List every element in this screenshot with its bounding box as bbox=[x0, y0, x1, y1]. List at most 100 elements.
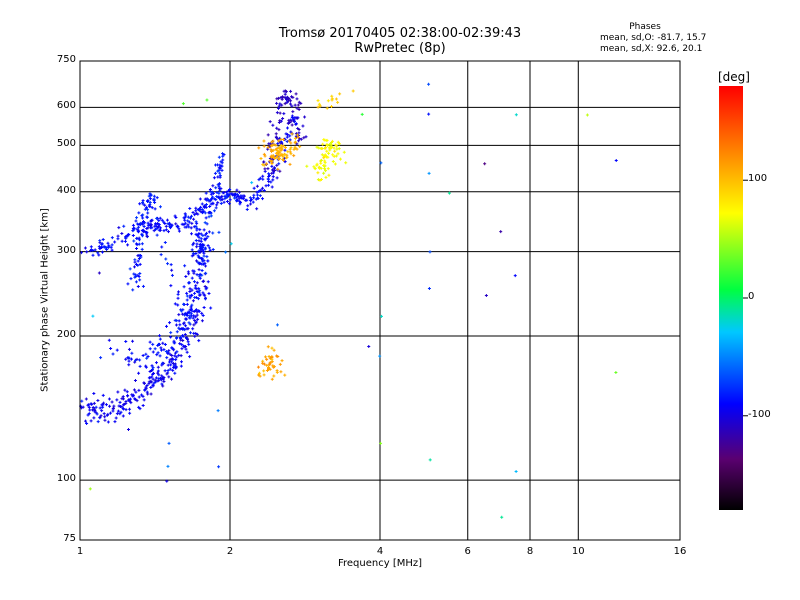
data-point bbox=[218, 166, 222, 170]
data-point bbox=[84, 419, 88, 423]
data-point bbox=[186, 219, 190, 223]
data-point bbox=[324, 169, 328, 173]
data-point bbox=[102, 412, 106, 416]
data-point bbox=[140, 242, 144, 246]
data-point bbox=[169, 225, 173, 229]
data-point bbox=[331, 153, 335, 157]
data-point bbox=[160, 374, 164, 378]
data-point bbox=[200, 257, 204, 261]
data-point bbox=[285, 153, 289, 157]
data-point bbox=[160, 218, 164, 222]
data-point bbox=[201, 249, 205, 253]
data-point bbox=[160, 382, 164, 386]
data-point bbox=[183, 333, 187, 337]
data-point bbox=[323, 161, 327, 165]
data-point bbox=[238, 202, 242, 206]
data-point bbox=[193, 319, 197, 323]
data-point bbox=[245, 207, 249, 211]
data-point bbox=[291, 110, 295, 114]
data-point bbox=[181, 338, 185, 342]
data-point bbox=[224, 250, 228, 254]
data-point bbox=[178, 327, 182, 331]
data-point bbox=[379, 314, 383, 318]
data-point bbox=[218, 163, 222, 167]
data-point bbox=[191, 269, 195, 273]
data-point bbox=[428, 458, 432, 462]
data-point bbox=[205, 198, 209, 202]
data-point bbox=[141, 354, 145, 358]
data-point bbox=[180, 326, 184, 330]
data-point bbox=[137, 371, 141, 375]
data-point bbox=[166, 464, 170, 468]
data-point bbox=[326, 167, 330, 171]
data-point bbox=[156, 379, 160, 383]
data-point bbox=[131, 339, 135, 343]
data-point bbox=[287, 118, 291, 122]
data-point bbox=[301, 124, 305, 128]
data-point bbox=[128, 407, 132, 411]
data-point bbox=[151, 366, 155, 370]
data-point bbox=[166, 230, 170, 234]
data-point bbox=[195, 289, 199, 293]
data-point bbox=[103, 245, 107, 249]
data-point bbox=[427, 286, 431, 290]
data-point bbox=[262, 188, 266, 192]
data-point bbox=[165, 218, 169, 222]
data-point bbox=[223, 195, 227, 199]
data-point bbox=[134, 219, 138, 223]
data-point bbox=[98, 406, 102, 410]
data-point bbox=[209, 211, 213, 215]
data-point bbox=[299, 137, 303, 141]
colorbar-tick-label: 0 bbox=[748, 291, 755, 302]
data-point bbox=[252, 186, 256, 190]
data-point bbox=[191, 211, 195, 215]
data-point bbox=[169, 331, 173, 335]
data-point bbox=[95, 412, 99, 416]
data-point bbox=[168, 360, 172, 364]
data-point bbox=[189, 305, 193, 309]
data-point bbox=[202, 228, 206, 232]
data-point bbox=[197, 235, 201, 239]
data-point bbox=[299, 101, 303, 105]
data-point bbox=[116, 409, 120, 413]
data-point bbox=[328, 142, 332, 146]
data-point bbox=[137, 238, 141, 242]
data-point bbox=[152, 381, 156, 385]
data-point bbox=[585, 113, 589, 117]
data-point bbox=[249, 198, 253, 202]
data-point bbox=[189, 216, 193, 220]
data-point bbox=[277, 162, 281, 166]
data-point bbox=[248, 196, 252, 200]
data-point bbox=[199, 246, 203, 250]
data-point bbox=[191, 243, 195, 247]
data-point bbox=[142, 398, 146, 402]
data-point bbox=[270, 162, 274, 166]
data-point bbox=[216, 175, 220, 179]
data-point bbox=[220, 168, 224, 172]
data-point bbox=[84, 397, 88, 401]
data-point bbox=[201, 291, 205, 295]
data-point bbox=[149, 223, 153, 227]
data-point bbox=[195, 221, 199, 225]
data-point bbox=[514, 470, 518, 474]
data-points bbox=[79, 82, 618, 519]
data-point bbox=[315, 163, 319, 167]
data-point bbox=[295, 142, 299, 146]
data-point bbox=[148, 205, 152, 209]
data-point bbox=[198, 276, 202, 280]
data-point bbox=[196, 317, 200, 321]
data-point bbox=[318, 104, 322, 108]
data-point bbox=[272, 374, 276, 378]
data-point bbox=[207, 230, 211, 234]
data-point bbox=[137, 275, 141, 279]
data-point bbox=[246, 204, 250, 208]
data-point bbox=[214, 198, 218, 202]
data-point bbox=[289, 146, 293, 150]
data-point bbox=[152, 372, 156, 376]
data-point bbox=[139, 255, 143, 259]
data-point bbox=[217, 155, 221, 159]
data-point bbox=[127, 359, 131, 363]
data-point bbox=[197, 339, 201, 343]
data-point bbox=[147, 380, 151, 384]
